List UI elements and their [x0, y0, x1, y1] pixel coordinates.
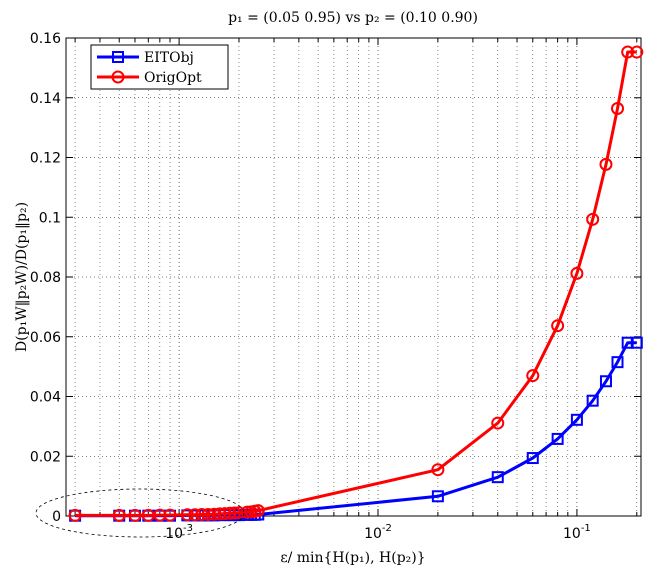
- data-point-origopt: [551, 319, 565, 333]
- y-tick-label: 0: [52, 509, 61, 525]
- y-tick-label: 0.04: [30, 390, 61, 406]
- data-point-origopt: [228, 506, 242, 520]
- data-point-origopt: [68, 508, 82, 522]
- data-point-origopt: [195, 508, 209, 522]
- data-point-origopt: [491, 416, 505, 430]
- data-point-eitobj: [491, 471, 504, 484]
- legend-label-origopt: OrigOpt: [144, 70, 202, 86]
- data-point-origopt: [128, 508, 142, 522]
- data-point-origopt: [251, 504, 265, 518]
- legend-marker-origopt: [111, 70, 125, 84]
- annotation-ellipse: [35, 488, 245, 538]
- y-tick-labels: 0 0.02 0.04 0.06 0.08 0.1 0.12 0.14 0.16: [30, 31, 61, 525]
- data-point-origopt: [112, 508, 126, 522]
- series-line-origopt: [75, 50, 637, 517]
- data-point-eitobj: [599, 375, 612, 388]
- data-point-origopt: [163, 508, 177, 522]
- data-point-origopt: [630, 45, 644, 59]
- data-point-origopt: [621, 45, 635, 59]
- y-tick-label: 0.06: [30, 330, 61, 346]
- data-point-origopt: [586, 212, 600, 226]
- data-point-origopt: [526, 369, 540, 383]
- x-tick-labels: 10-3 10-2 10-1: [165, 523, 591, 542]
- y-tick-label: 0.08: [30, 270, 61, 286]
- series-layer: [68, 45, 644, 522]
- x-tick-label: 10-3: [165, 523, 193, 542]
- chart-title: p₁ = (0.05 0.95) vs p₂ = (0.10 0.90): [228, 10, 478, 26]
- data-point-origopt: [223, 506, 237, 520]
- y-tick-label: 0.02: [30, 449, 61, 465]
- legend-marker-eitobj: [112, 51, 124, 63]
- data-point-eitobj: [570, 413, 583, 426]
- y-tick-label: 0.12: [30, 151, 61, 167]
- data-point-eitobj: [611, 356, 624, 369]
- legend-label-eitobj: EITObj: [144, 50, 194, 66]
- x-axis-label: ε/ min{H(p₁), H(p₂)}: [280, 550, 425, 566]
- data-point-origopt: [570, 266, 584, 280]
- data-point-origopt: [611, 102, 625, 116]
- data-point-eitobj: [431, 490, 444, 503]
- x-tick-label: 10-2: [364, 523, 392, 542]
- data-point-origopt: [599, 157, 613, 171]
- data-point-origopt: [431, 463, 445, 477]
- y-tick-label: 0.1: [39, 210, 61, 226]
- data-point-origopt: [232, 506, 246, 520]
- data-point-eitobj: [630, 336, 643, 349]
- y-tick-label: 0.16: [30, 31, 61, 47]
- data-point-eitobj: [586, 394, 599, 407]
- data-point-eitobj: [526, 452, 539, 465]
- data-point-origopt: [218, 507, 232, 521]
- x-tick-label: 10-1: [563, 523, 591, 542]
- plot-background: [66, 38, 641, 516]
- data-point-origopt: [188, 508, 202, 522]
- data-point-eitobj: [551, 432, 564, 445]
- data-point-origopt: [180, 508, 194, 522]
- y-tick-label: 0.14: [30, 91, 61, 107]
- legend: EITObj OrigOpt: [90, 44, 229, 90]
- y-axis-label: D(p₁W‖p₂W)/D(p₁‖p₂): [14, 202, 30, 352]
